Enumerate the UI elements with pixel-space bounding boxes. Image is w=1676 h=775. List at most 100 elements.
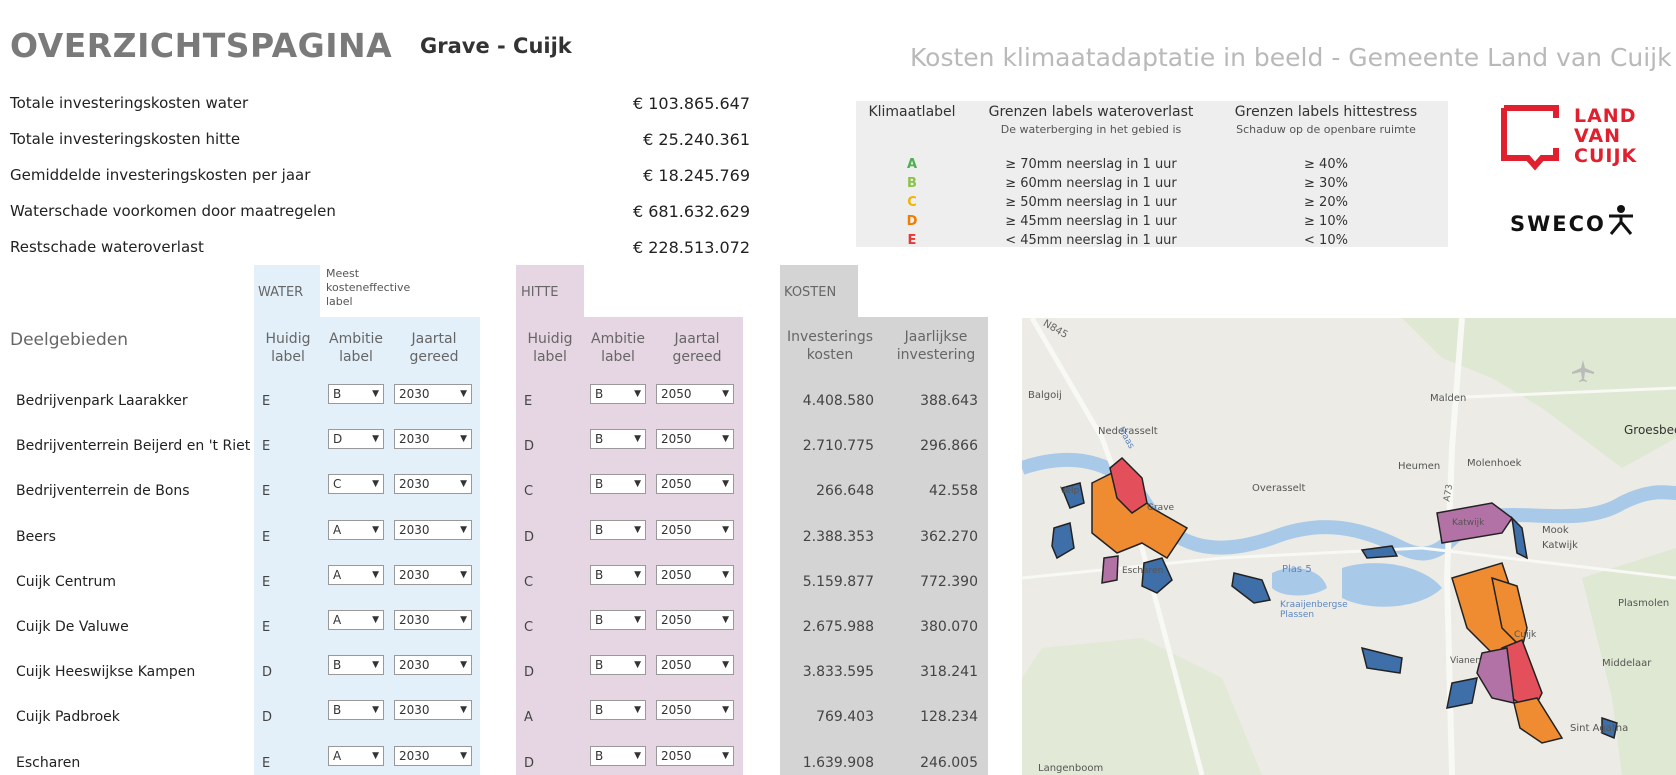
dropdown-arrow-icon: ▼ (372, 570, 379, 580)
water-ambition-dropdown[interactable]: C ▼ (328, 474, 384, 494)
col-jaarlijks-label-2: investering (896, 347, 976, 363)
water-year-dropdown[interactable]: 2030 ▼ (394, 474, 472, 494)
legend-water: ≥ 45mm neerslag in 1 uur (1005, 214, 1177, 229)
investment-cost: 3.833.595 (802, 664, 874, 680)
heat-ambition-dropdown[interactable]: B ▼ (590, 429, 646, 449)
row-name: Bedrijvenpark Laarakker (16, 393, 188, 409)
legend-water: ≥ 70mm neerslag in 1 uur (1005, 157, 1177, 172)
map-label: Langenboom (1038, 763, 1104, 774)
dropdown-arrow-icon: ▼ (460, 705, 467, 715)
map-label: Groesbeek (1624, 423, 1676, 437)
heat-year-dropdown[interactable]: 2050 ▼ (656, 746, 734, 766)
water-ambition-dropdown[interactable]: A ▼ (328, 520, 384, 540)
airplane-icon (1572, 360, 1594, 382)
heat-current-label: D (524, 665, 535, 680)
map-label: Grave (1147, 503, 1175, 513)
heat-ambition-dropdown[interactable]: B ▼ (590, 610, 646, 630)
water-year-dropdown[interactable]: 2030 ▼ (394, 565, 472, 585)
water-ambition-dropdown[interactable]: A ▼ (328, 610, 384, 630)
water-ambition-dropdown[interactable]: B ▼ (328, 655, 384, 675)
heat-year-dropdown[interactable]: 2050 ▼ (656, 384, 734, 404)
heat-year-dropdown[interactable]: 2050 ▼ (656, 565, 734, 585)
investment-cost: 2.710.775 (802, 438, 874, 454)
map-label: Plas 5 (1282, 564, 1312, 575)
dropdown-arrow-icon: ▼ (460, 525, 467, 535)
water-ambition-dropdown[interactable]: B ▼ (328, 384, 384, 404)
water-ambition-dropdown[interactable]: A ▼ (328, 565, 384, 585)
water-year-dropdown[interactable]: 2030 ▼ (394, 700, 472, 720)
heat-ambition-dropdown[interactable]: B ▼ (590, 474, 646, 494)
heat-year-dropdown[interactable]: 2050 ▼ (656, 700, 734, 720)
water-year-dropdown[interactable]: 2030 ▼ (394, 655, 472, 675)
row-name: Cuijk Heeswijkse Kampen (16, 664, 196, 680)
col-ambitie-label-2: label (339, 349, 373, 365)
row-name: Bedrijventerrein Beijerd en 't Riet (16, 438, 251, 454)
heat-ambition-dropdown[interactable]: B ▼ (590, 384, 646, 404)
dropdown-arrow-icon: ▼ (722, 751, 729, 761)
best-label-note: Meest kosteneffective label (326, 267, 411, 308)
heat-year-dropdown[interactable]: 2050 ▼ (656, 429, 734, 449)
logo-text-land: LAND (1574, 105, 1637, 127)
legend-heat: ≥ 40% (1304, 157, 1348, 172)
heat-year-dropdown[interactable]: 2050 ▼ (656, 474, 734, 494)
heat-year-dropdown-value: 2050 (661, 432, 692, 446)
legend-subheader-heat: Schaduw op de openbare ruimte (1236, 123, 1416, 136)
water-ambition-dropdown-value: A (333, 523, 342, 537)
heat-ambition-dropdown-value: B (595, 432, 604, 446)
water-year-dropdown-value: 2030 (399, 613, 430, 627)
heat-ambition-dropdown[interactable]: B ▼ (590, 746, 646, 766)
heat-year-dropdown[interactable]: 2050 ▼ (656, 610, 734, 630)
page-title: OVERZICHTSPAGINA (10, 26, 393, 65)
water-year-dropdown[interactable]: 2030 ▼ (394, 384, 472, 404)
col-jaartal-label: Jaartal (411, 331, 457, 347)
summary-label: Restschade wateroverlast (10, 238, 204, 256)
heat-ambition-dropdown[interactable]: B ▼ (590, 655, 646, 675)
yearly-investment: 296.866 (920, 438, 978, 454)
water-ambition-dropdown[interactable]: A ▼ (328, 746, 384, 766)
map-label: Mook (1542, 525, 1569, 536)
legend-row: B ≥ 60mm neerslag in 1 uur ≥ 30% (856, 176, 1448, 195)
map-label: Kraaijenbergse Plassen (1280, 600, 1348, 620)
legend-heat: ≥ 10% (1304, 214, 1348, 229)
logo-text-cuijk: CUIJK (1574, 145, 1638, 167)
map-label: Molenhoek (1467, 458, 1522, 469)
heat-year-dropdown[interactable]: 2050 ▼ (656, 520, 734, 540)
deelgebieden-map[interactable]: N845 Balgoij Nederasselt Overasselt Heum… (1022, 318, 1676, 775)
kosten-section-tab (780, 265, 858, 317)
water-year-dropdown[interactable]: 2030 ▼ (394, 610, 472, 630)
water-section-label: WATER (258, 285, 304, 300)
water-ambition-dropdown[interactable]: D ▼ (328, 429, 384, 449)
map-label: Middelaar (1602, 658, 1652, 669)
col-huidig-label-2: label (533, 349, 567, 365)
legend-label: A (906, 157, 918, 172)
water-year-dropdown[interactable]: 2030 ▼ (394, 746, 472, 766)
map-label: Balgoij (1028, 390, 1062, 401)
water-year-dropdown-value: 2030 (399, 703, 430, 717)
water-ambition-dropdown-value: C (333, 477, 342, 491)
water-ambition-dropdown[interactable]: B ▼ (328, 700, 384, 720)
water-year-dropdown[interactable]: 2030 ▼ (394, 520, 472, 540)
heat-year-dropdown[interactable]: 2050 ▼ (656, 655, 734, 675)
map-label: Nederasselt (1098, 426, 1158, 437)
legend-header-water: Grenzen labels wateroverlast (988, 104, 1194, 120)
map-canvas (1022, 318, 1676, 775)
heat-ambition-dropdown[interactable]: B ▼ (590, 565, 646, 585)
investment-cost: 1.639.908 (802, 755, 874, 771)
summary-row-yearly: Gemiddelde investeringskosten per jaar €… (10, 166, 750, 190)
dropdown-arrow-icon: ▼ (634, 525, 641, 535)
heat-year-dropdown-value: 2050 (661, 658, 692, 672)
summary-row-heat: Totale investeringskosten hitte € 25.240… (10, 130, 750, 154)
investment-cost: 2.388.353 (802, 529, 874, 545)
map-label: Cuijk (1514, 630, 1537, 640)
sweco-text: SWECO (1510, 212, 1606, 236)
climate-label-legend: Klimaatlabel Grenzen labels wateroverlas… (856, 101, 1448, 247)
map-label: Katwijk (1542, 540, 1578, 551)
dropdown-arrow-icon: ▼ (460, 660, 467, 670)
col-huidig-label: Huidig (265, 331, 311, 347)
heat-ambition-dropdown[interactable]: B ▼ (590, 520, 646, 540)
water-year-dropdown[interactable]: 2030 ▼ (394, 429, 472, 449)
water-year-dropdown-value: 2030 (399, 749, 430, 763)
map-label: Heumen (1398, 461, 1441, 472)
heat-current-label: C (524, 620, 534, 635)
heat-ambition-dropdown[interactable]: B ▼ (590, 700, 646, 720)
